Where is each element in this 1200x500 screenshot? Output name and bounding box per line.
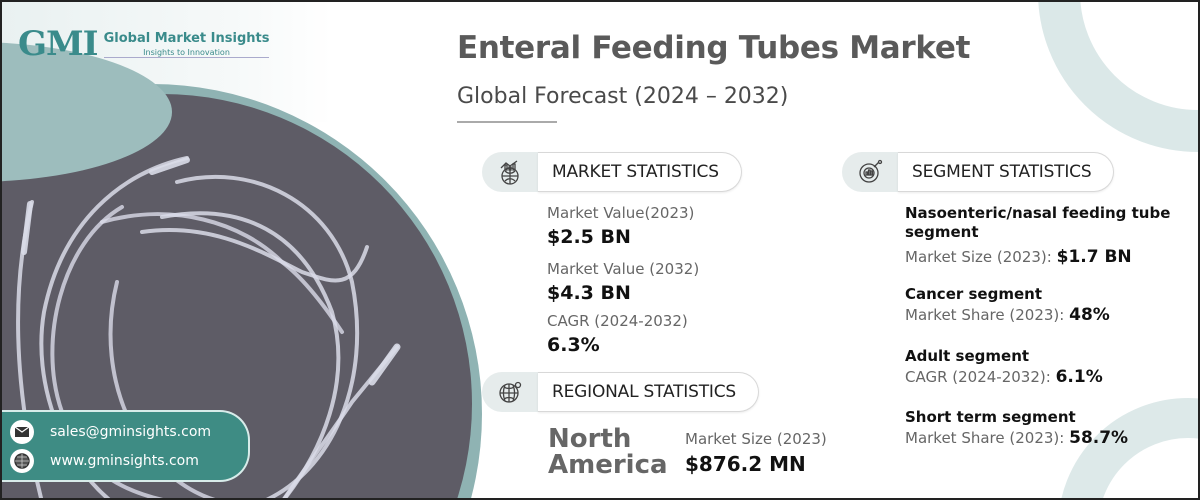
region-name: North America	[548, 426, 668, 478]
segment-metric-label: Market Share (2023):	[905, 306, 1065, 324]
regional-statistics-header: REGIONAL STATISTICS	[482, 372, 759, 412]
decorative-arc-top-right	[1038, 2, 1198, 152]
segment-metric-label: Market Share (2023):	[905, 429, 1065, 447]
envelope-icon	[10, 420, 34, 444]
market-value-2032: $4.3 BN	[547, 282, 631, 304]
market-statistics-title: MARKET STATISTICS	[538, 152, 742, 192]
brand-name: Global Market Insights	[103, 30, 270, 46]
segment-item: Nasoenteric/nasal feeding tube segment M…	[905, 204, 1195, 268]
segment-title: Adult segment	[905, 347, 1030, 365]
segment-metric-value: 48%	[1069, 305, 1110, 325]
segment-statistics-title: SEGMENT STATISTICS	[898, 152, 1115, 192]
cagr-label: CAGR (2024-2032)	[547, 312, 688, 330]
website-link[interactable]: www.gminsights.com	[50, 453, 199, 469]
globe-icon	[10, 449, 34, 473]
contact-email[interactable]: sales@gminsights.com	[10, 420, 211, 444]
page-title: Enteral Feeding Tubes Market	[457, 30, 971, 66]
region-name-line1: North	[548, 424, 632, 454]
segment-metric-label: Market Size (2023):	[905, 248, 1052, 266]
region-market-size-value: $876.2 MN	[685, 452, 806, 476]
segment-metric-value: 58.7%	[1069, 428, 1129, 448]
page-subtitle: Global Forecast (2024 – 2032)	[457, 84, 789, 109]
contact-website[interactable]: www.gminsights.com	[10, 449, 199, 473]
segment-item: Short term segment Market Share (2023): …	[905, 408, 1195, 449]
title-divider	[457, 121, 557, 123]
logo-mark: GMI	[18, 24, 99, 64]
market-value-2023: $2.5 BN	[547, 226, 631, 248]
segment-title: Short term segment	[905, 408, 1076, 426]
regional-statistics-title: REGIONAL STATISTICS	[538, 372, 759, 412]
target-chart-icon	[842, 152, 898, 192]
segment-metric-value: 6.1%	[1055, 367, 1103, 387]
globe-pin-icon	[482, 372, 538, 412]
contact-panel: sales@gminsights.com www.gminsights.com	[2, 410, 250, 482]
brand-tagline: Insights to Innovation	[143, 47, 230, 57]
segment-item: Adult segment CAGR (2024-2032): 6.1%	[905, 347, 1195, 388]
segment-title: Cancer segment	[905, 285, 1042, 303]
region-market-size-label: Market Size (2023)	[685, 430, 827, 448]
segment-metric-value: $1.7 BN	[1056, 247, 1132, 267]
segment-statistics-header: SEGMENT STATISTICS	[842, 152, 1115, 192]
segment-item: Cancer segment Market Share (2023): 48%	[905, 285, 1195, 326]
chart-globe-icon	[482, 152, 538, 192]
gmi-logo: GMI Global Market Insights Insights to I…	[18, 24, 270, 64]
segment-metric-label: CAGR (2024-2032):	[905, 368, 1051, 386]
email-link[interactable]: sales@gminsights.com	[50, 424, 212, 440]
market-value-2032-label: Market Value (2032)	[547, 260, 700, 278]
cagr-value: 6.3%	[547, 334, 600, 356]
market-statistics-header: MARKET STATISTICS	[482, 152, 742, 192]
market-value-2023-label: Market Value(2023)	[547, 204, 695, 222]
segment-title: Nasoenteric/nasal feeding tube segment	[905, 204, 1171, 241]
region-name-line2: America	[548, 450, 668, 480]
